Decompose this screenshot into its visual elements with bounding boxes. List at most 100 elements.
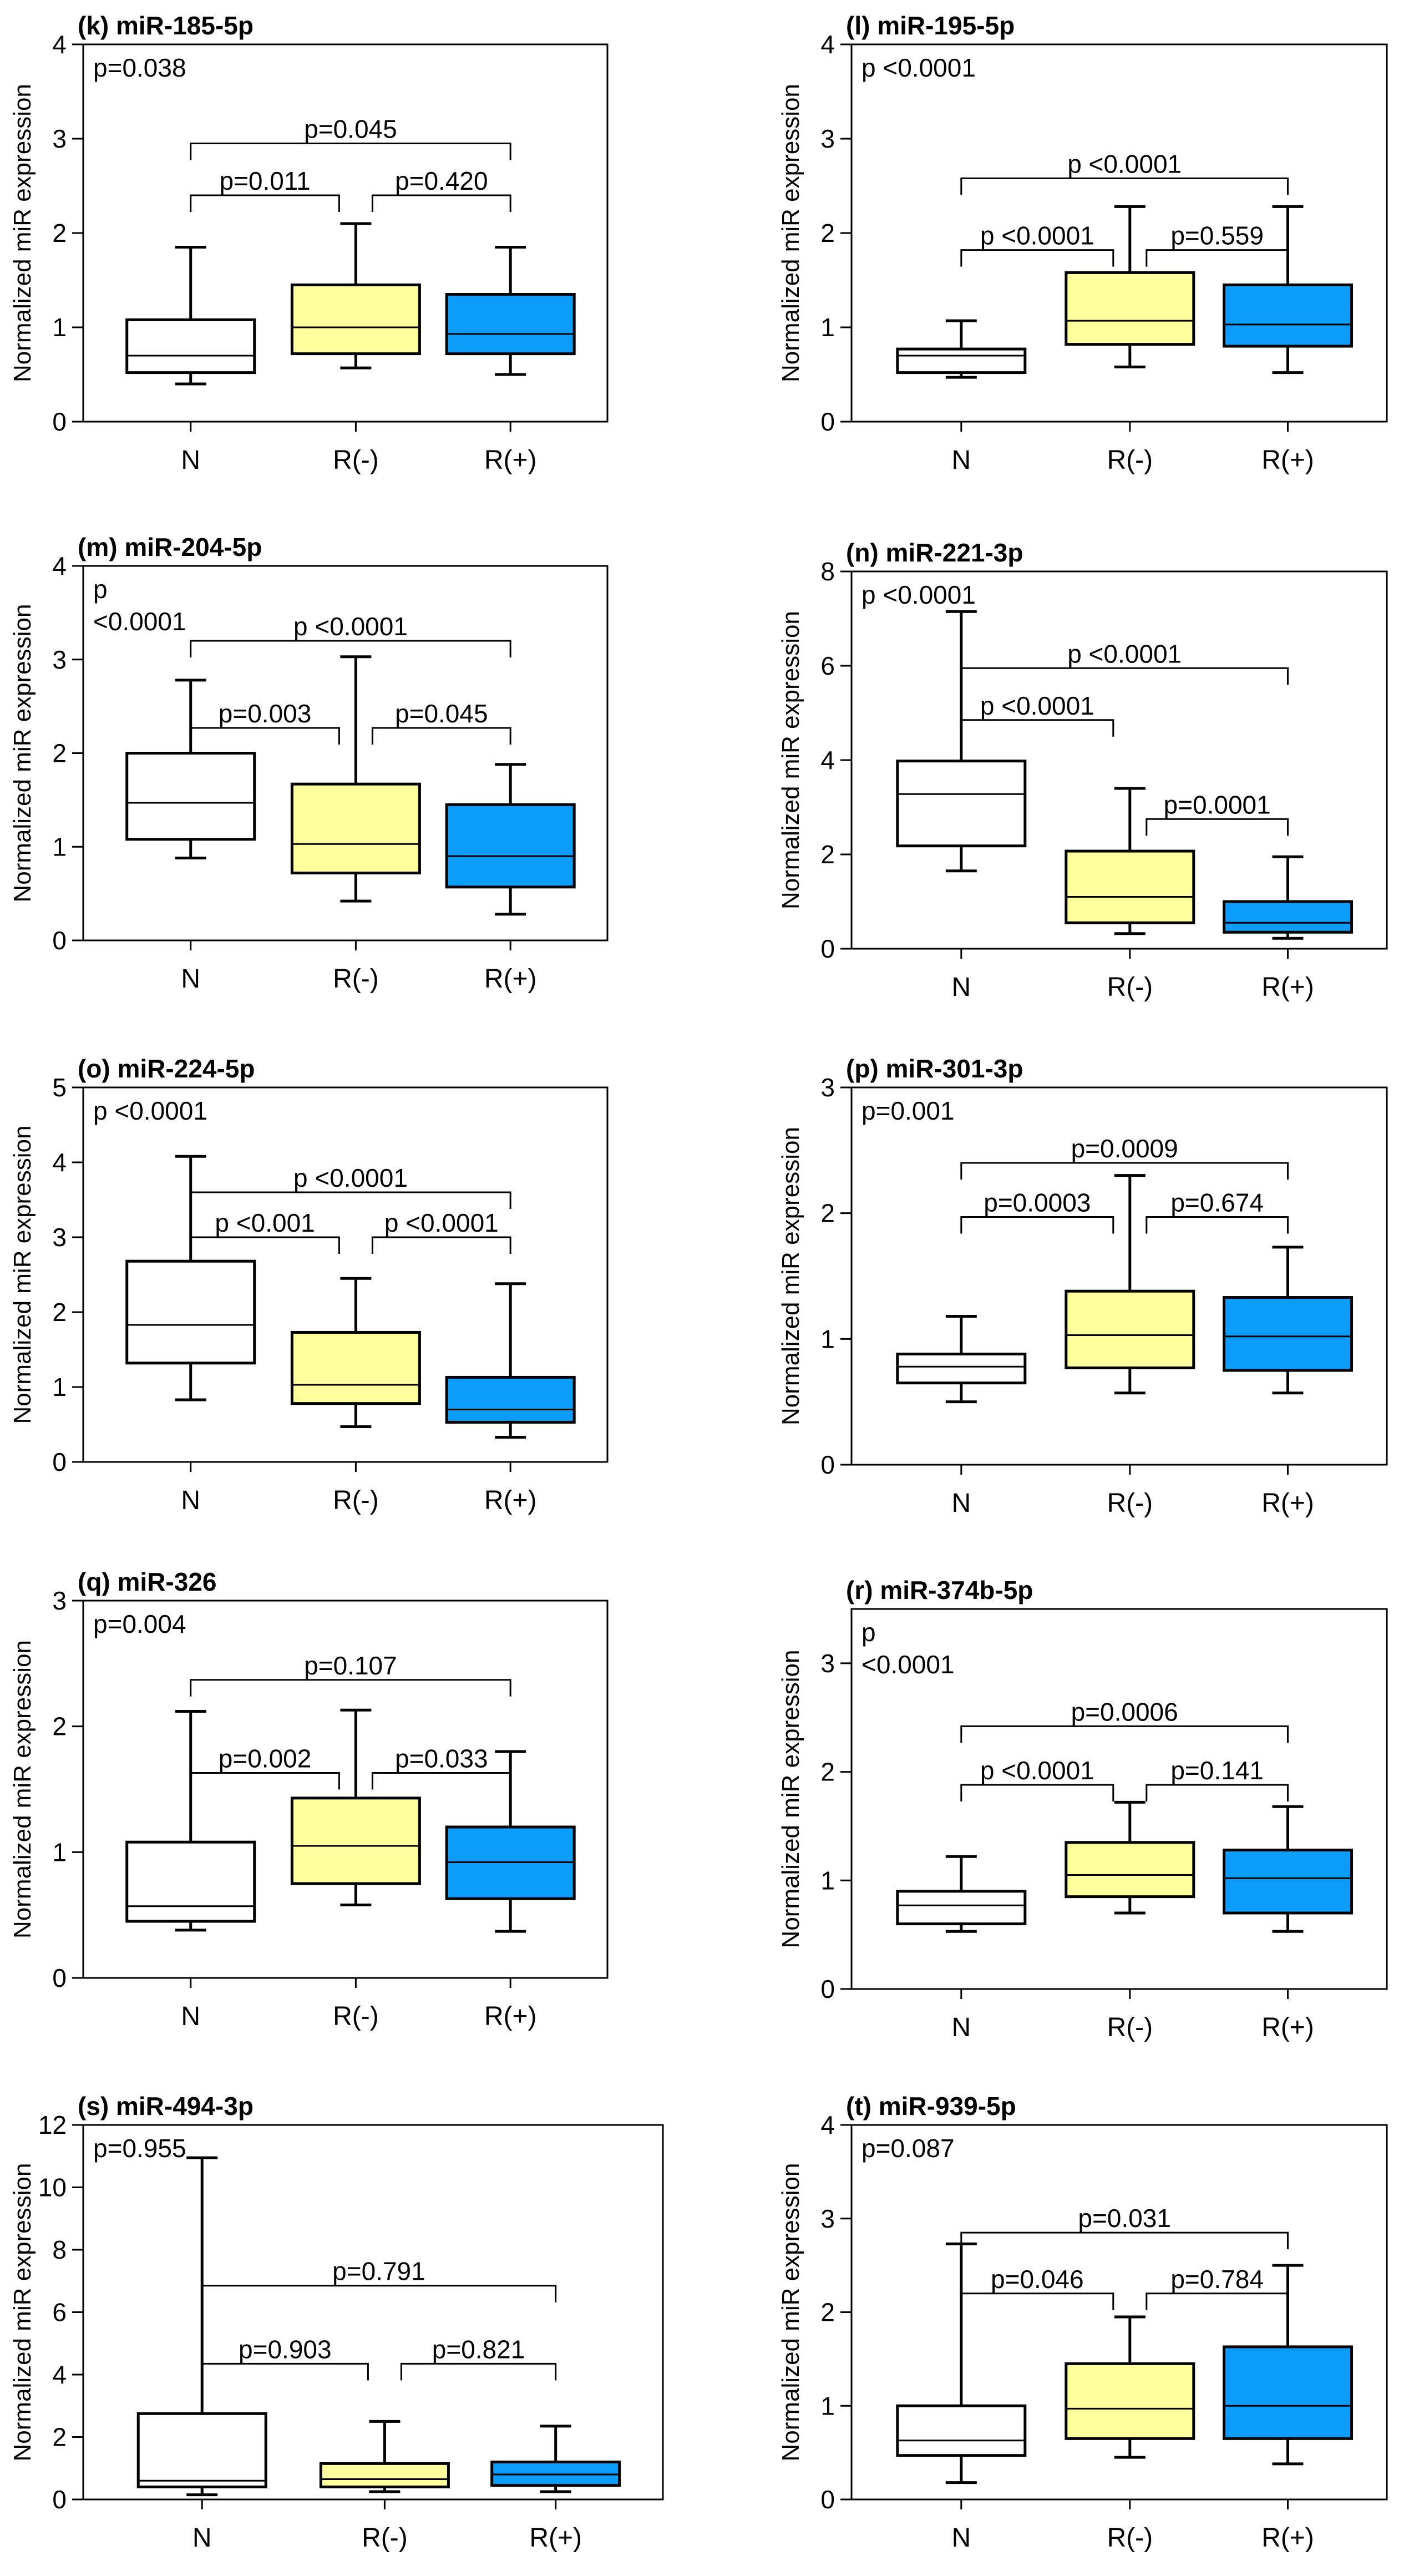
comparison-p-value: p=0.0006: [1071, 1697, 1178, 1726]
iqr-box: [319, 2462, 450, 2488]
y-tick-label: 2: [52, 1298, 67, 1327]
plot-frame: [850, 1608, 1388, 1990]
x-tick-label: R(+): [529, 2523, 582, 2553]
iqr-box: [896, 760, 1027, 848]
comparison-p-value: p=0.559: [1170, 221, 1264, 250]
comparison-bracket: p=0.0003: [960, 1188, 1114, 1234]
y-tick-label: 3: [820, 124, 835, 153]
y-axis-label: Normalized miR expression: [9, 1126, 36, 1424]
x-tick-label: N: [181, 1486, 200, 1515]
bracket-line: [960, 177, 1289, 195]
bracket-line: [201, 2285, 557, 2302]
y-tick-label: 2: [52, 739, 67, 768]
comparison-bracket: p <0.0001: [371, 1208, 511, 1254]
comparison-p-value: p=0.002: [219, 1744, 312, 1773]
comparison-p-value: p=0.045: [395, 699, 488, 728]
comparison-bracket: p=0.0006: [960, 1697, 1289, 1743]
x-tick-label: N: [181, 2002, 200, 2031]
overall-p-value: p=0.955: [93, 2134, 186, 2163]
comparison-p-value: p=0.674: [1170, 1188, 1264, 1217]
comparison-bracket: p=0.033: [371, 1744, 511, 1790]
comparison-bracket: p=0.031: [960, 2204, 1289, 2250]
comparison-bracket: p <0.0001: [190, 1163, 511, 1209]
comparison-bracket: p <0.0001: [960, 639, 1289, 685]
x-tick-label: R(-): [333, 446, 379, 475]
y-tick-label: 0: [52, 926, 67, 955]
box-R(-): [1065, 787, 1195, 935]
x-tick-label: N: [951, 973, 971, 1002]
x-tick-label: N: [181, 446, 200, 475]
chart-title: (l) miR-195-5p: [846, 11, 1015, 40]
comparison-bracket: p=0.674: [1146, 1188, 1289, 1234]
iqr-box: [445, 293, 576, 356]
comparison-bracket: p=0.003: [190, 699, 340, 745]
chart-title: (o) miR-224-5p: [78, 1054, 255, 1083]
iqr-box: [1222, 1296, 1353, 1372]
y-tick-label: 4: [52, 1148, 67, 1177]
x-tick-label: R(-): [1107, 2523, 1153, 2553]
y-axis-label: Normalized miR expression: [777, 611, 804, 909]
y-tick-label: 3: [820, 2204, 835, 2233]
chart-title: (n) miR-221-3p: [846, 538, 1023, 567]
comparison-p-value: p <0.0001: [384, 1208, 499, 1237]
comparison-p-value: p <0.0001: [293, 1163, 408, 1192]
comparison-p-value: p=0.031: [1078, 2204, 1171, 2233]
y-tick-label: 4: [820, 746, 835, 775]
bracket-line: [201, 2362, 369, 2381]
comparison-bracket: p=0.141: [1146, 1756, 1289, 1802]
y-tick-label: 2: [820, 1199, 835, 1228]
overall-p-value: p=0.004: [93, 1610, 186, 1638]
comparison-p-value: p=0.045: [304, 115, 397, 144]
chart-panel: (o) miR-224-5p Normalized miR expression 0…: [9, 1054, 609, 1515]
bracket-line: [371, 1236, 511, 1254]
comparison-bracket: p=0.821: [400, 2335, 557, 2381]
x-tick-label: R(-): [333, 964, 379, 994]
comparison-bracket: p <0.0001: [960, 1756, 1114, 1802]
y-tick-label: 8: [52, 2235, 67, 2264]
bracket-line: [1146, 818, 1289, 836]
box-R(-): [1065, 205, 1195, 368]
y-tick-label: 0: [52, 407, 67, 436]
iqr-box: [1222, 284, 1353, 348]
overall-p-value: <0.0001: [861, 1650, 955, 1679]
x-tick-label: R(-): [1107, 1489, 1153, 1518]
box-R(+): [1222, 205, 1353, 374]
bracket-line: [960, 1725, 1289, 1743]
chart-title: (k) miR-185-5p: [78, 11, 254, 40]
chart-title: (t) miR-939-5p: [846, 2092, 1016, 2120]
comparison-bracket: p <0.001: [190, 1208, 340, 1254]
y-tick-label: 0: [52, 1448, 67, 1476]
overall-p-value: p=0.001: [861, 1096, 955, 1125]
y-tick-label: 2: [820, 219, 835, 247]
x-tick-label: N: [951, 2013, 971, 2042]
comparison-bracket: p <0.0001: [960, 691, 1114, 737]
y-tick-label: 1: [820, 1324, 835, 1353]
iqr-box: [125, 1840, 256, 1923]
x-tick-label: R(+): [1261, 1489, 1314, 1518]
x-tick-label: R(+): [484, 2002, 537, 2031]
y-tick-label: 0: [820, 934, 835, 963]
bracket-line: [960, 2292, 1114, 2310]
bracket-line: [190, 194, 340, 212]
x-tick-label: N: [951, 2523, 971, 2553]
y-tick-label: 1: [820, 1866, 835, 1895]
box-R(-): [1065, 2315, 1195, 2459]
overall-p-value: p: [861, 1618, 876, 1647]
iqr-box: [896, 1890, 1027, 1926]
box-R(-): [1065, 1174, 1195, 1395]
y-tick-label: 2: [52, 219, 67, 247]
chart-title: (r) miR-374b-5p: [846, 1576, 1033, 1605]
comparison-p-value: p <0.0001: [980, 1756, 1094, 1785]
y-tick-label: 1: [52, 832, 67, 861]
y-tick-label: 4: [52, 551, 67, 580]
comparison-bracket: p=0.903: [201, 2335, 369, 2381]
iqr-box: [1065, 271, 1195, 346]
comparison-p-value: p=0.784: [1170, 2265, 1264, 2294]
box-R(+): [1222, 1805, 1353, 1933]
iqr-box: [290, 284, 421, 356]
comparison-p-value: p <0.001: [215, 1208, 315, 1237]
box-N: [896, 1315, 1027, 1404]
y-tick-label: 3: [52, 1223, 67, 1252]
comparison-p-value: p <0.0001: [980, 221, 1094, 250]
bracket-line: [1146, 2292, 1289, 2310]
